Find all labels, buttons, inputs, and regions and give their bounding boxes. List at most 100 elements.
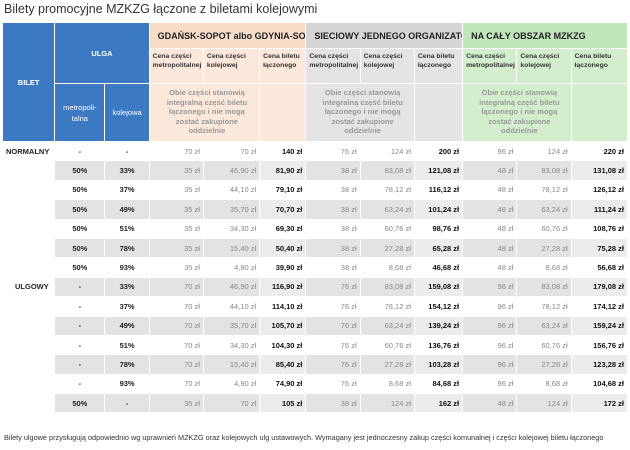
price-cell: 83,08 zł	[359, 276, 415, 298]
table-row: -93% 70 zł 4,90 zł 74,90 zł 76 zł 8,68 zł 84,6…	[3, 373, 629, 395]
total-cell: 131,08 zł	[570, 160, 629, 181]
total-cell: 154,12 zł	[413, 296, 464, 317]
ulga-metro-value: 50%	[54, 257, 106, 278]
ulga-metro-value: 50%	[54, 393, 106, 414]
price-cell: 70 zł	[202, 140, 261, 162]
price-cell: 70 zł	[148, 140, 204, 162]
total-cell: 108,76 zł	[570, 218, 629, 239]
price-cell: 46,90 zł	[202, 160, 261, 181]
price-cell: 76 zł	[305, 315, 361, 336]
ulga-kolej-value: -	[104, 140, 150, 162]
price-cell: 60,76 zł	[359, 334, 415, 356]
ulga-kolej-value: 37%	[104, 296, 150, 317]
total-cell: 220 zł	[570, 140, 629, 162]
total-cell: 140 zł	[259, 140, 307, 162]
total-cell: 98,76 zł	[413, 218, 464, 239]
col-kolej-1: Cena części kolejowej	[202, 48, 261, 84]
total-cell: 174,12 zł	[570, 296, 629, 317]
row-label-ulgowy: ULGOWY	[1, 160, 56, 414]
ulga-kolej-value: 78%	[104, 354, 150, 375]
price-cell: 35 zł	[148, 218, 204, 239]
ulga-kolej-header: kolejowa	[104, 83, 150, 142]
price-cell: 78,12 zł	[516, 179, 572, 201]
total-cell: 75,28 zł	[570, 237, 629, 259]
total-cell: 159,24 zł	[570, 315, 629, 336]
ulga-metro-header: metropoli-talna	[54, 83, 106, 142]
price-cell: 35,70 zł	[202, 315, 261, 336]
price-cell: 35,70 zł	[202, 199, 261, 220]
total-cell: 46,68 zł	[413, 257, 464, 278]
price-cell: 48 zł	[462, 257, 518, 278]
price-cell: 76 zł	[305, 140, 361, 162]
ulga-metro-value: -	[54, 276, 106, 298]
total-cell: 70,70 zł	[259, 199, 307, 220]
price-cell: 8,68 zł	[359, 373, 415, 395]
price-cell: 96 zł	[462, 140, 518, 162]
total-cell: 74,90 zł	[259, 373, 307, 395]
price-cell: 34,30 zł	[202, 218, 261, 239]
price-cell: 48 zł	[462, 218, 518, 239]
ulga-kolej-value: 93%	[104, 373, 150, 395]
price-cell: 70 zł	[148, 373, 204, 395]
price-cell: 38 zł	[305, 179, 361, 201]
price-cell: 48 zł	[462, 160, 518, 181]
total-cell: 104,30 zł	[259, 334, 307, 356]
table-row: -51% 70 zł 34,30 zł 104,30 zł 76 zł 60,76 zł 1…	[3, 334, 629, 356]
price-cell: 27,28 zł	[516, 237, 572, 259]
price-cell: 8,68 zł	[516, 257, 572, 278]
price-cell: 46,90 zł	[202, 276, 261, 298]
price-cell: 44,10 zł	[202, 296, 261, 317]
price-cell: 63,24 zł	[359, 315, 415, 336]
ulga-metro-value: 50%	[54, 179, 106, 201]
price-cell: 83,08 zł	[516, 276, 572, 298]
total-cell: 139,24 zł	[413, 315, 464, 336]
price-cell: 76 zł	[305, 276, 361, 298]
note-2: Obie części stanowią integralną część bi…	[305, 83, 415, 142]
price-cell: 124 zł	[516, 393, 572, 414]
price-cell: 63,24 zł	[359, 199, 415, 220]
price-cell: 35 zł	[148, 199, 204, 220]
price-cell: 76 zł	[305, 373, 361, 395]
price-cell: 15,40 zł	[202, 354, 261, 375]
table-row: -33% 70 zł 46,90 zł 116,90 zł 76 zł 83,08 zł 1…	[3, 276, 629, 298]
table-row: 50% 49% 35 zł 35,70 zł 70,70 zł 38 zł 63,24 zł…	[3, 199, 629, 220]
price-cell: 83,08 zł	[359, 160, 415, 181]
price-cell: 96 zł	[462, 354, 518, 375]
price-cell: 60,76 zł	[516, 334, 572, 356]
ulga-metro-value: 50%	[54, 199, 106, 220]
price-cell: 8,68 zł	[516, 373, 572, 395]
price-cell: 15,40 zł	[202, 237, 261, 259]
total-cell: 162 zł	[413, 393, 464, 414]
total-cell: 39,90 zł	[259, 257, 307, 278]
total-cell: 104,68 zł	[570, 373, 629, 395]
total-cell: 172 zł	[570, 393, 629, 414]
total-cell: 50,40 zł	[259, 237, 307, 259]
ulga-kolej-value: 51%	[104, 218, 150, 239]
price-cell: 70 zł	[148, 315, 204, 336]
col-total-2: Cena biletu łączonego	[413, 48, 464, 84]
ulga-kolej-value: 33%	[104, 276, 150, 298]
total-cell: 79,10 zł	[259, 179, 307, 201]
price-cell: 96 zł	[462, 334, 518, 356]
price-cell: 124 zł	[516, 140, 572, 162]
price-cell: 124 zł	[359, 140, 415, 162]
price-cell: 124 zł	[359, 393, 415, 414]
price-cell: 70 zł	[148, 334, 204, 356]
price-cell: 96 zł	[462, 276, 518, 298]
price-cell: 96 zł	[462, 315, 518, 336]
table-row: -49% 70 zł 35,70 zł 105,70 zł 76 zł 63,24 zł 1…	[3, 315, 629, 336]
price-cell: 8,68 zł	[359, 257, 415, 278]
price-cell: 27,28 zł	[516, 354, 572, 375]
total-cell: 116,90 zł	[259, 276, 307, 298]
ulga-kolej-value: 78%	[104, 237, 150, 259]
total-cell: 111,24 zł	[570, 199, 629, 220]
total-cell: 101,24 zł	[413, 199, 464, 220]
price-cell: 38 zł	[305, 199, 361, 220]
total-cell: 123,28 zł	[570, 354, 629, 375]
bilet-header: BILET	[1, 22, 56, 142]
ulga-metro-value: -	[54, 140, 106, 162]
total-cell: 159,08 zł	[413, 276, 464, 298]
col-metro-1: Cena części metropolitalnej	[148, 48, 204, 84]
price-cell: 38 zł	[305, 257, 361, 278]
total-cell: 105 zł	[259, 393, 307, 414]
